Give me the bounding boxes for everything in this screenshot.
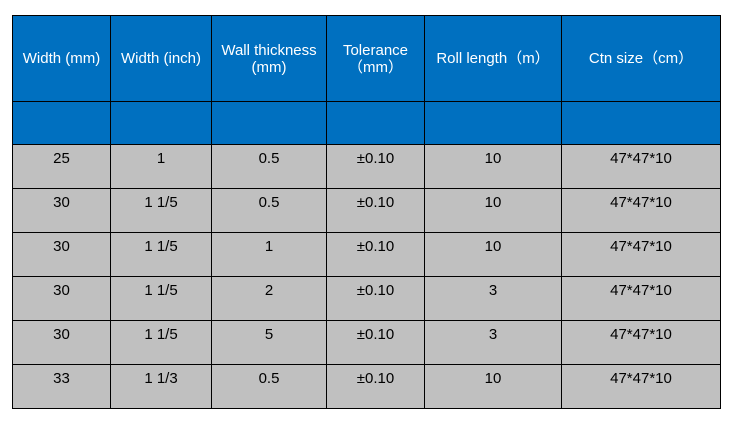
- cell-width-inch: 1 1/5: [110, 320, 212, 365]
- cell-wall-thickness: 0.5: [211, 364, 327, 409]
- cell-width-mm: 30: [12, 232, 111, 277]
- cell-width-inch: 1 1/5: [110, 276, 212, 321]
- cell-tolerance: ±0.10: [326, 320, 425, 365]
- header-spacer-row: [12, 101, 721, 145]
- header-spacer-cell: [326, 101, 425, 145]
- header-spacer-cell: [110, 101, 212, 145]
- cell-width-mm: 30: [12, 276, 111, 321]
- cell-roll-length: 10: [424, 232, 562, 277]
- cell-ctn-size: 47*47*10: [561, 364, 721, 409]
- cell-ctn-size: 47*47*10: [561, 276, 721, 321]
- table-row: 30 1 1/5 2 ±0.10 3 47*47*10: [12, 276, 721, 321]
- cell-roll-length: 10: [424, 144, 562, 189]
- header-roll-length: Roll length（m）: [424, 15, 562, 102]
- header-spacer-cell: [561, 101, 721, 145]
- cell-width-mm: 30: [12, 188, 111, 233]
- cell-wall-thickness: 2: [211, 276, 327, 321]
- cell-wall-thickness: 1: [211, 232, 327, 277]
- cell-ctn-size: 47*47*10: [561, 232, 721, 277]
- table-row: 30 1 1/5 0.5 ±0.10 10 47*47*10: [12, 188, 721, 233]
- cell-width-inch: 1: [110, 144, 212, 189]
- cell-width-inch: 1 1/5: [110, 188, 212, 233]
- cell-roll-length: 3: [424, 276, 562, 321]
- cell-wall-thickness: 5: [211, 320, 327, 365]
- cell-ctn-size: 47*47*10: [561, 188, 721, 233]
- cell-tolerance: ±0.10: [326, 144, 425, 189]
- table-body: 25 1 0.5 ±0.10 10 47*47*10 30 1 1/5 0.5 …: [12, 144, 721, 409]
- spec-table-container: Width (mm) Width (inch) Wall thickness (…: [12, 15, 721, 409]
- cell-roll-length: 10: [424, 364, 562, 409]
- table-header: Width (mm) Width (inch) Wall thickness (…: [12, 15, 721, 145]
- table-row: 30 1 1/5 5 ±0.10 3 47*47*10: [12, 320, 721, 365]
- header-spacer-cell: [12, 101, 111, 145]
- header-row: Width (mm) Width (inch) Wall thickness (…: [12, 15, 721, 102]
- cell-tolerance: ±0.10: [326, 188, 425, 233]
- cell-width-inch: 1 1/3: [110, 364, 212, 409]
- cell-roll-length: 3: [424, 320, 562, 365]
- header-spacer-cell: [211, 101, 327, 145]
- cell-ctn-size: 47*47*10: [561, 144, 721, 189]
- table-row: 33 1 1/3 0.5 ±0.10 10 47*47*10: [12, 364, 721, 409]
- cell-width-mm: 25: [12, 144, 111, 189]
- cell-wall-thickness: 0.5: [211, 144, 327, 189]
- header-ctn-size: Ctn size（cm）: [561, 15, 721, 102]
- cell-tolerance: ±0.10: [326, 276, 425, 321]
- cell-ctn-size: 47*47*10: [561, 320, 721, 365]
- cell-wall-thickness: 0.5: [211, 188, 327, 233]
- cell-tolerance: ±0.10: [326, 364, 425, 409]
- header-wall-thickness: Wall thickness (mm): [211, 15, 327, 102]
- cell-width-mm: 30: [12, 320, 111, 365]
- header-tolerance: Tolerance （mm）: [326, 15, 425, 102]
- table-row: 25 1 0.5 ±0.10 10 47*47*10: [12, 144, 721, 189]
- cell-width-inch: 1 1/5: [110, 232, 212, 277]
- spec-table: Width (mm) Width (inch) Wall thickness (…: [12, 15, 721, 409]
- header-spacer-cell: [424, 101, 562, 145]
- cell-tolerance: ±0.10: [326, 232, 425, 277]
- header-width-mm: Width (mm): [12, 15, 111, 102]
- cell-width-mm: 33: [12, 364, 111, 409]
- header-width-inch: Width (inch): [110, 15, 212, 102]
- table-row: 30 1 1/5 1 ±0.10 10 47*47*10: [12, 232, 721, 277]
- cell-roll-length: 10: [424, 188, 562, 233]
